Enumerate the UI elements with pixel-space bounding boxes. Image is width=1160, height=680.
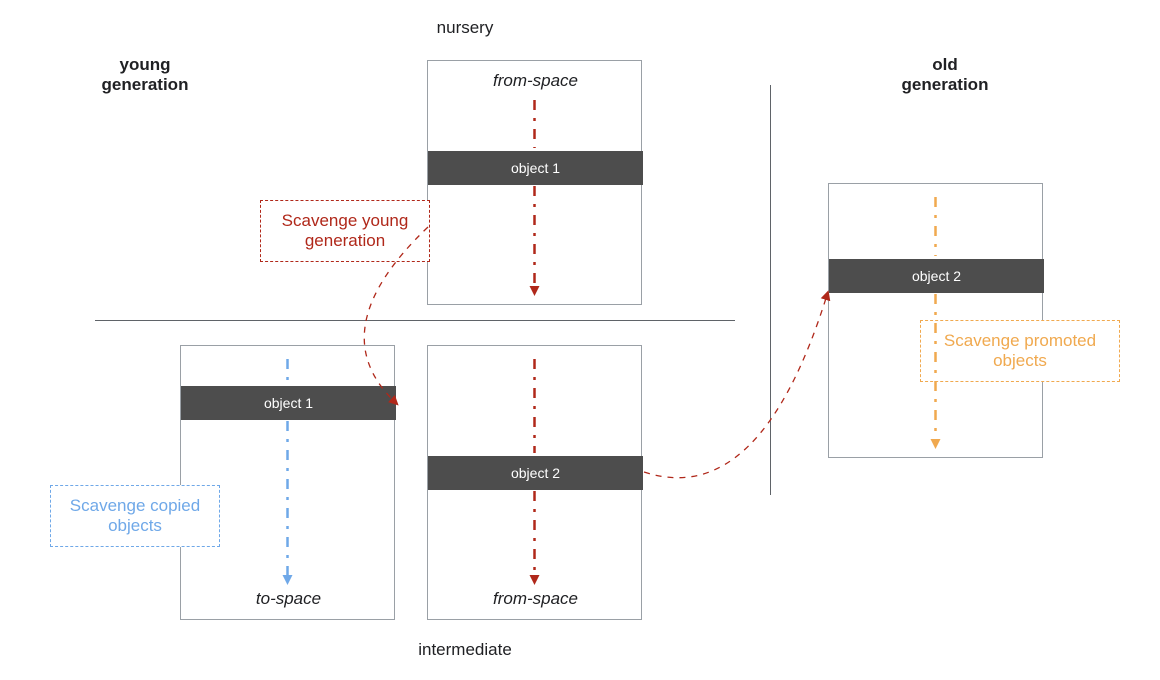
object-bar: object 2 [829,259,1044,293]
callout-line2: objects [108,516,162,535]
heading-young-line1: young [120,55,171,74]
callout-line1: Scavenge copied [70,496,200,515]
heading-old-line2: generation [902,75,989,94]
diagram-stage: younggeneration oldgeneration nursery in… [0,0,1160,680]
heading-intermediate: intermediate [405,640,525,660]
object-bar: object 1 [181,386,396,420]
heading-young-line2: generation [102,75,189,94]
box-nursery-from-space: from-space object 1 [427,60,642,305]
heading-old-line1: old [932,55,958,74]
callout-line2: objects [993,351,1047,370]
callout-line2: generation [305,231,385,250]
box-intermediate-to-space: to-space object 1 [180,345,395,620]
divider-vertical [770,85,771,495]
space-label: from-space [428,589,643,609]
callout-scavenge-copied-objects: Scavenge copiedobjects [50,485,220,547]
box-intermediate-from-space: from-space object 2 [427,345,642,620]
object-bar: object 1 [428,151,643,185]
space-label: from-space [428,71,643,91]
divider-horizontal [95,320,735,321]
callout-line1: Scavenge promoted [944,331,1096,350]
heading-young-generation: younggeneration [90,55,200,96]
callout-scavenge-promoted-objects: Scavenge promotedobjects [920,320,1120,382]
heading-nursery: nursery [405,18,525,38]
heading-old-generation: oldgeneration [890,55,1000,96]
callout-line1: Scavenge young [282,211,409,230]
callout-scavenge-young-generation: Scavenge younggeneration [260,200,430,262]
object-bar: object 2 [428,456,643,490]
space-label: to-space [181,589,396,609]
